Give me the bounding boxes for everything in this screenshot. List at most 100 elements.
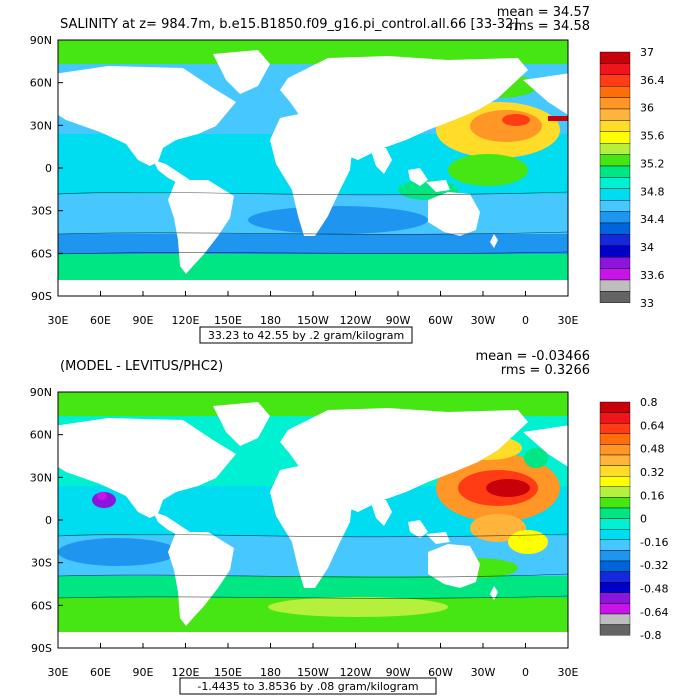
x-tick-label: 90E — [133, 666, 154, 679]
x-tick-label: 30E — [48, 666, 69, 679]
colorbar-swatch — [599, 412, 631, 424]
colorbar-swatch — [599, 476, 631, 488]
colorbar-label: 36.4 — [640, 74, 665, 87]
colorbar-swatch — [599, 592, 631, 604]
panel-top-map — [58, 40, 568, 296]
y-tick-label: 90N — [30, 386, 52, 399]
y-tick-label: 0 — [45, 514, 52, 527]
colorbar-label: 33.6 — [640, 269, 665, 282]
x-tick-label: 90E — [133, 314, 154, 327]
panel-bottom-title: (MODEL - LEVITUS/PHC2) — [60, 359, 223, 374]
colorbar-swatch — [599, 97, 631, 110]
colorbar-swatch — [599, 624, 631, 636]
colorbar-swatch — [599, 465, 631, 477]
colorbar-swatch — [599, 234, 631, 246]
colorbar-swatch — [599, 603, 631, 615]
x-tick-label: 120E — [172, 666, 200, 679]
colorbar-swatch — [599, 211, 631, 224]
x-tick-label: 150E — [214, 666, 242, 679]
colorbar-swatch — [599, 486, 631, 498]
colorbar-swatch — [599, 518, 631, 530]
colorbar-swatch — [599, 51, 631, 64]
colorbar-label: -0.48 — [640, 583, 668, 596]
x-tick-label: 30E — [48, 314, 69, 327]
x-tick-label: 150E — [214, 314, 242, 327]
colorbar-swatch — [599, 497, 631, 509]
colorbar-label: 0.16 — [640, 489, 665, 502]
colorbar-label: 36 — [640, 102, 654, 115]
colorbar-label: -0.8 — [640, 629, 661, 642]
colorbar-label: 33 — [640, 297, 654, 310]
colorbar-swatch — [599, 571, 631, 583]
y-tick-label: 30N — [30, 471, 52, 484]
x-axis-ticks-top: 30E 60E 90E 120E 150E 180 150W 120W 90W 60W 30W 0 30… — [48, 291, 579, 327]
colorbar-label: 35.6 — [640, 130, 665, 143]
panel-bottom: (MODEL - LEVITUS/PHC2) mean = -0.03466 r… — [30, 349, 668, 695]
x-tick-label: 30W — [471, 314, 496, 327]
x-tick-label: 0 — [522, 666, 529, 679]
colorbar-label: 0 — [640, 513, 647, 526]
colorbar-label: 34.4 — [640, 213, 665, 226]
colorbar-swatch — [599, 560, 631, 572]
x-tick-label: 150W — [297, 314, 329, 327]
colorbar-swatch — [599, 165, 631, 178]
x-tick-label: 30E — [558, 314, 579, 327]
y-tick-label: 90S — [31, 290, 52, 303]
colorbar-label: 0.64 — [640, 419, 665, 432]
range-box-bottom — [179, 677, 437, 695]
panel-bottom-mean: mean = -0.03466 — [476, 349, 590, 364]
y-tick-label: 0 — [45, 162, 52, 175]
colorbar-swatch — [599, 454, 631, 466]
colorbar-top: 37 36.4 36 35.6 35.2 34.8 34.4 34 33.6 33 — [599, 46, 665, 310]
x-tick-label: 90W — [386, 314, 411, 327]
colorbar-swatch — [599, 85, 631, 98]
panel-bottom-rms: rms = 0.3266 — [501, 363, 590, 378]
field-south-pacific-low — [248, 206, 428, 234]
colorbar-swatch — [599, 507, 631, 519]
colorbar-swatch — [599, 291, 631, 303]
x-tick-label: 120W — [340, 314, 372, 327]
colorbar-label: -0.32 — [640, 559, 668, 572]
panel-top: SALINITY at z= 984.7m, b.e15.B1850.f09_g… — [30, 5, 665, 344]
colorbar-label: 37 — [640, 46, 654, 59]
colorbar-label: 34.8 — [640, 185, 665, 198]
colorbar-swatch — [599, 120, 631, 133]
colorbar-swatch — [599, 444, 631, 456]
colorbar-swatch — [599, 529, 631, 541]
x-tick-label: 0 — [522, 314, 529, 327]
colorbar-swatch — [599, 108, 631, 121]
field-antarctic — [58, 254, 568, 280]
x-tick-label: 150W — [297, 666, 329, 679]
x-axis-ticks-bottom: 30E 60E 90E 120E 150E 180 150W 120W 90W 60W 30W 0 30… — [48, 643, 579, 679]
y-tick-label: 30N — [30, 119, 52, 132]
x-tick-label: 30E — [558, 666, 579, 679]
y-tick-label: 60N — [30, 429, 52, 442]
colorbar-swatch — [599, 188, 631, 201]
x-tick-label: 180 — [260, 314, 281, 327]
colorbar-swatch — [599, 613, 631, 625]
x-tick-label: 60W — [428, 666, 453, 679]
y-tick-label: 30S — [31, 557, 52, 570]
colorbar-swatch — [599, 268, 631, 281]
colorbar-label: 34 — [640, 241, 654, 254]
y-axis-ticks-bottom: 90N 60N 30N 0 30S 60S 90S — [30, 386, 63, 655]
colorbar-bottom: 0.8 0.64 0.48 0.32 0.16 0 -0.16 -0.32 -0.48 -0.64… — [599, 396, 668, 642]
x-tick-label: 60W — [428, 314, 453, 327]
colorbar-swatch — [599, 279, 631, 292]
colorbar-swatch — [599, 582, 631, 594]
colorbar-swatch — [599, 142, 631, 155]
y-tick-label: 30S — [31, 205, 52, 218]
colorbar-label: -0.16 — [640, 536, 668, 549]
colorbar-swatch — [599, 154, 631, 167]
colorbar-label: 0.48 — [640, 443, 665, 456]
colorbar-swatch — [599, 199, 631, 212]
colorbar-swatch — [599, 401, 631, 413]
colorbar-label: -0.64 — [640, 606, 668, 619]
x-tick-label: 120E — [172, 314, 200, 327]
panel-top-mean: mean = 34.57 — [497, 5, 590, 20]
colorbar-swatch — [599, 539, 631, 551]
panel-top-title: SALINITY at z= 984.7m, b.e15.B1850.f09_g… — [60, 17, 518, 32]
x-tick-label: 60E — [90, 314, 111, 327]
y-tick-label: 90S — [31, 642, 52, 655]
